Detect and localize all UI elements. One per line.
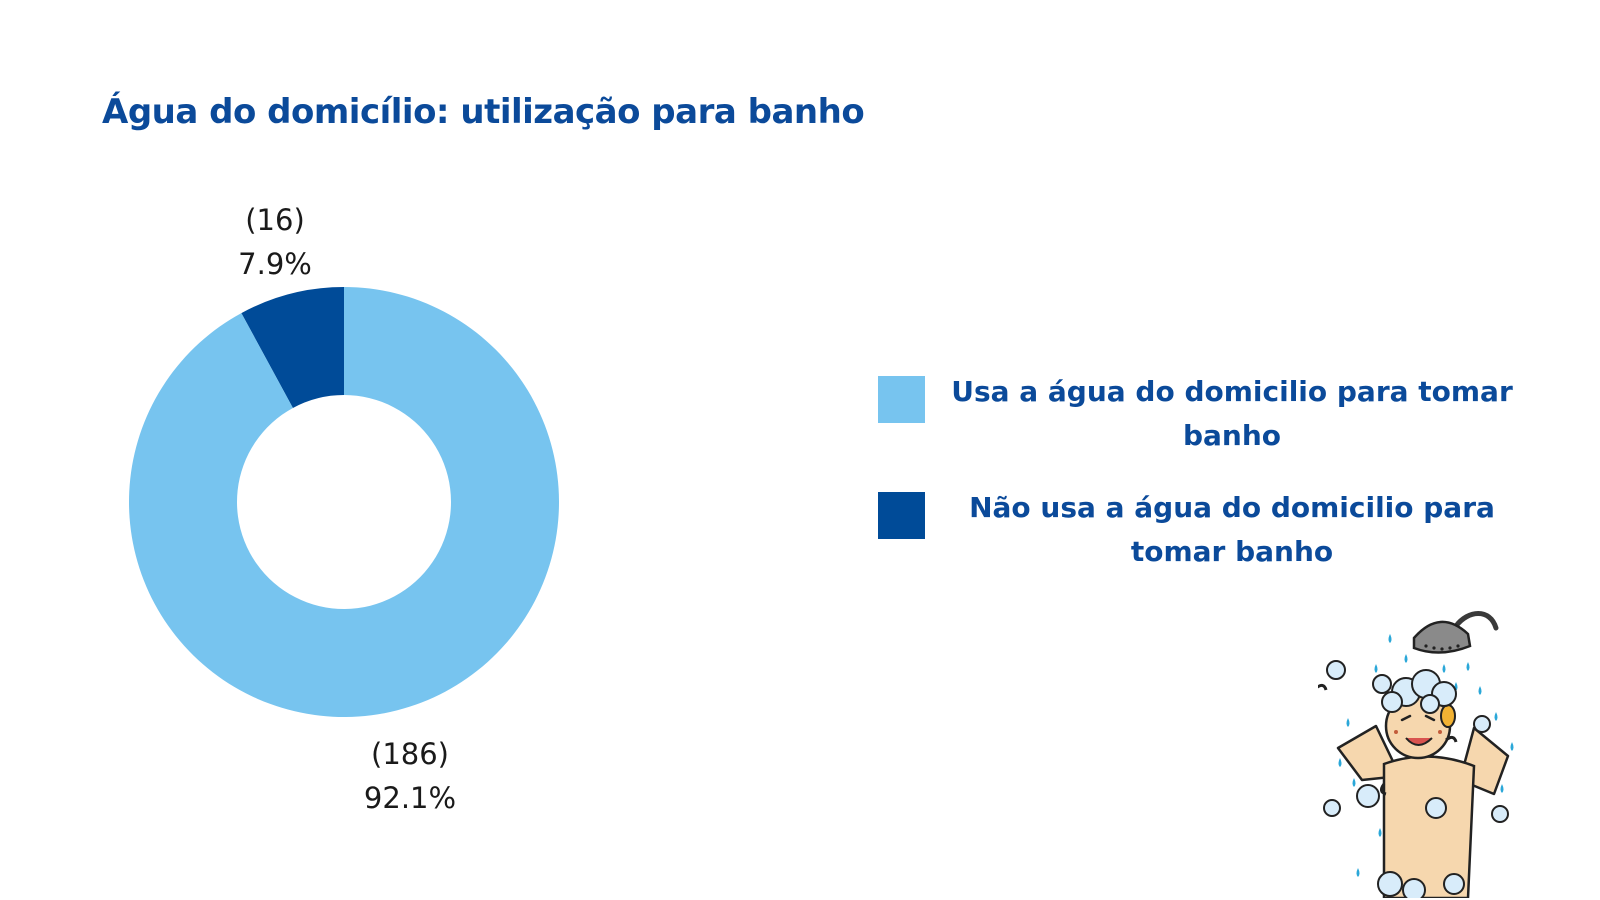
legend-item-usa: Usa a água do domicilio para tomar banho	[878, 374, 1518, 490]
donut-slice-1	[128, 287, 559, 717]
person-showering-icon	[1318, 611, 1514, 898]
legend-label-usa: Usa a água do domicilio para tomar banho	[951, 375, 1513, 452]
chart-title: Água do domicílio: utilização para banho	[102, 92, 865, 132]
legend-item-nao-usa: Não usa a água do domicilio para tomar b…	[878, 490, 1518, 606]
slice-percent-label-1: 92.1%	[364, 781, 456, 815]
legend: Usa a água do domicilio para tomar banho…	[878, 374, 1518, 606]
slice-count-label-0: (16)	[245, 203, 305, 237]
slice-count-label-1: (186)	[371, 737, 449, 771]
slice-labels: (16) 7.9% (186) 92.1%	[238, 203, 456, 815]
donut-slice-0	[241, 287, 344, 408]
legend-label-nao-usa: Não usa a água do domicilio para tomar b…	[969, 491, 1495, 568]
legend-swatch-nao-usa	[878, 492, 925, 539]
slice-percent-label-0: 7.9%	[238, 247, 312, 281]
legend-swatch-usa	[878, 376, 925, 423]
donut-slices	[128, 287, 559, 717]
